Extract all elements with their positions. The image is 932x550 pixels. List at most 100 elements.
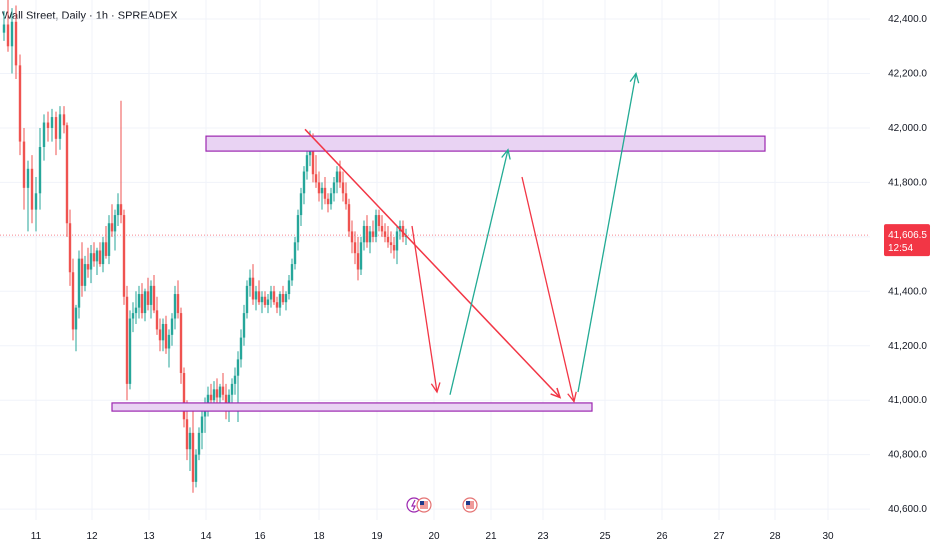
candle-body bbox=[116, 204, 120, 216]
countdown-label: 12:54 bbox=[888, 243, 913, 254]
candle-body bbox=[167, 334, 171, 349]
projection-arrow[interactable] bbox=[411, 225, 438, 393]
candle-body bbox=[335, 171, 339, 183]
candle-body bbox=[218, 386, 222, 398]
events bbox=[406, 497, 478, 513]
y-tick-label: 42,000.0 bbox=[888, 123, 927, 134]
candle-body bbox=[185, 419, 189, 450]
candle-body bbox=[89, 253, 93, 270]
candle-body bbox=[233, 375, 237, 384]
y-axis: 42,400.042,200.042,000.041,800.041,600.0… bbox=[888, 14, 927, 515]
candle-body bbox=[113, 215, 117, 232]
candle-body bbox=[86, 264, 90, 270]
candle-body bbox=[170, 318, 174, 335]
candle-body bbox=[95, 250, 99, 262]
candle-body bbox=[46, 122, 50, 128]
candle-body bbox=[272, 291, 276, 303]
projection-arrowhead bbox=[501, 148, 511, 160]
x-tick-label: 20 bbox=[428, 531, 440, 542]
candle-body bbox=[311, 141, 315, 175]
candle-body bbox=[212, 389, 216, 401]
candle-body bbox=[77, 258, 81, 308]
candle-body bbox=[2, 24, 6, 33]
candle-body bbox=[158, 329, 162, 341]
x-tick-label: 14 bbox=[200, 531, 212, 542]
projection-arrow[interactable] bbox=[577, 73, 637, 393]
candle-body bbox=[140, 294, 144, 314]
x-tick-label: 19 bbox=[371, 531, 383, 542]
candle-body bbox=[54, 117, 58, 139]
x-tick-label: 23 bbox=[537, 531, 549, 542]
candle-body bbox=[58, 114, 62, 139]
candle-body bbox=[80, 258, 84, 286]
candle-body bbox=[206, 394, 210, 403]
candle-body bbox=[320, 187, 324, 194]
candle-body bbox=[149, 285, 153, 305]
candles bbox=[2, 0, 408, 493]
x-tick-label: 16 bbox=[254, 531, 266, 542]
y-tick-label: 40,800.0 bbox=[888, 450, 927, 461]
trendline-arrowhead bbox=[550, 387, 562, 399]
candle-body bbox=[107, 223, 111, 256]
candle-body bbox=[338, 171, 342, 183]
candle-body bbox=[30, 168, 34, 210]
candle-body bbox=[284, 294, 288, 303]
candle-body bbox=[374, 215, 378, 237]
candle-body bbox=[146, 291, 150, 305]
candle-body bbox=[34, 193, 38, 210]
candle-body bbox=[161, 323, 165, 341]
candle-body bbox=[42, 122, 46, 148]
y-tick-label: 40,600.0 bbox=[888, 504, 927, 515]
candle-body bbox=[266, 299, 270, 305]
candle-body bbox=[353, 242, 357, 254]
x-tick-label: 21 bbox=[485, 531, 497, 542]
candle-body bbox=[83, 264, 87, 286]
candle-body bbox=[173, 294, 177, 319]
candle-body bbox=[18, 65, 22, 142]
candle-body bbox=[395, 231, 399, 251]
candle-body bbox=[98, 250, 102, 265]
candle-body bbox=[179, 313, 183, 373]
candle-body bbox=[143, 291, 147, 314]
candle-body bbox=[128, 318, 132, 384]
candle-body bbox=[383, 231, 387, 237]
supply-demand-zone[interactable] bbox=[111, 402, 593, 412]
x-tick-label: 18 bbox=[313, 531, 325, 542]
projection-arrowhead bbox=[430, 382, 441, 394]
x-axis: 11 12 13 14 16 18 19 20 21 23 25 26 27 28 30 bbox=[31, 531, 834, 542]
candle-body bbox=[290, 264, 294, 281]
projection-arrow[interactable] bbox=[449, 149, 509, 395]
x-tick-label: 26 bbox=[656, 531, 668, 542]
last-price-tag bbox=[884, 224, 930, 257]
candle-body bbox=[6, 24, 10, 47]
projection-arrowhead bbox=[567, 391, 577, 404]
candle-body bbox=[239, 337, 243, 360]
candle-body bbox=[62, 114, 66, 126]
candle-body bbox=[101, 242, 105, 265]
candle-body bbox=[137, 294, 141, 308]
candle-body bbox=[26, 168, 30, 188]
trendline[interactable] bbox=[304, 128, 561, 399]
candle-body bbox=[92, 253, 96, 262]
candle-body bbox=[188, 432, 192, 450]
candle-body bbox=[230, 383, 234, 395]
candle-body bbox=[221, 386, 225, 395]
flash-glyph bbox=[411, 499, 416, 511]
candle-body bbox=[182, 372, 186, 420]
y-tick-label: 41,200.0 bbox=[888, 341, 927, 352]
candle-body bbox=[362, 225, 366, 243]
x-tick-label: 12 bbox=[86, 531, 98, 542]
candle-body bbox=[200, 416, 204, 433]
candle-body bbox=[215, 389, 219, 398]
supply-demand-zone[interactable] bbox=[205, 135, 766, 152]
candle-body bbox=[122, 215, 126, 297]
candle-body bbox=[236, 359, 240, 376]
candle-body bbox=[392, 245, 396, 251]
candle-body bbox=[323, 187, 327, 199]
candle-body bbox=[68, 223, 72, 273]
x-tick-label: 25 bbox=[599, 531, 611, 542]
projection-arrow[interactable] bbox=[521, 176, 575, 402]
candle-body bbox=[71, 272, 75, 330]
candle-body bbox=[38, 147, 42, 194]
